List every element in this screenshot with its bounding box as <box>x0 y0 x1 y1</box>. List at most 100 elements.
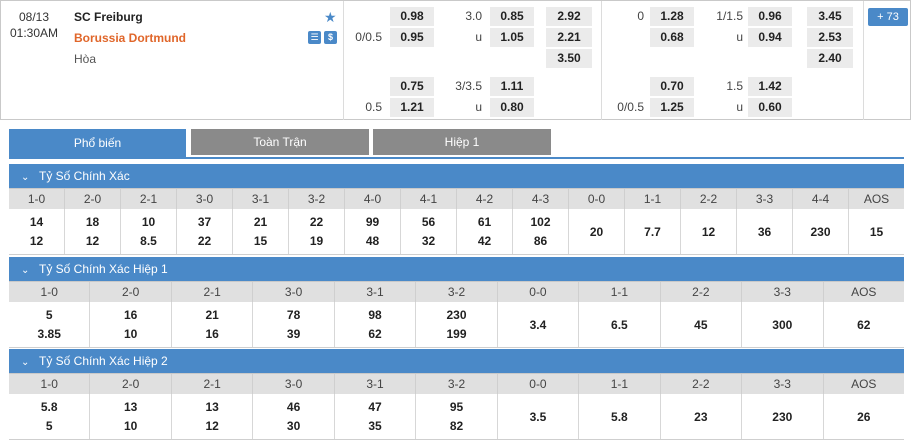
odds-value[interactable]: 13 <box>205 399 219 414</box>
odds-value[interactable]: 78 <box>286 307 301 322</box>
ht-home-odds[interactable]: 1.28 <box>650 7 694 26</box>
correct-score-first-half-header[interactable]: ⌄ Tỷ Số Chính Xác Hiệp 1 <box>9 257 904 281</box>
odds-value[interactable]: 21 <box>205 307 219 322</box>
tv-icon[interactable]: ☰ <box>308 31 321 44</box>
odds-value[interactable]: 82 <box>449 419 464 434</box>
odds-value[interactable]: 300 <box>772 317 793 332</box>
ft-1x2-away[interactable]: 2.21 <box>546 28 592 47</box>
home-team-name[interactable]: SC Freiburg <box>74 10 143 24</box>
ft-under-odds[interactable]: 1.05 <box>490 28 534 47</box>
odds-value[interactable]: 230 <box>810 224 831 239</box>
ft-under-odds-2[interactable]: 0.80 <box>490 98 534 117</box>
odds-value[interactable]: 13 <box>124 399 138 414</box>
ft-home-odds[interactable]: 0.98 <box>390 7 434 26</box>
ht-1x2-draw[interactable]: 2.40 <box>807 49 853 68</box>
odds-value[interactable]: 199 <box>446 327 467 342</box>
tab-popular[interactable]: Phổ biến <box>9 129 186 159</box>
odds-value[interactable]: 95 <box>449 399 464 414</box>
odds-value[interactable]: 22 <box>309 214 324 229</box>
odds-value[interactable]: 14 <box>29 214 44 229</box>
chevron-down-icon[interactable]: ⌄ <box>21 265 30 276</box>
odds-value[interactable]: 8.5 <box>140 234 157 249</box>
odds-value[interactable]: 32 <box>421 234 436 249</box>
odds-value[interactable]: 23 <box>694 409 708 424</box>
odds-value[interactable]: 37 <box>197 214 212 229</box>
ht-over-odds[interactable]: 0.96 <box>748 7 792 26</box>
score-header-row: 1-0 2-0 2-1 3-0 3-1 3-2 4-0 4-1 4-2 4-3 0-0 1-1 2-2 3… <box>9 188 904 209</box>
odds-value[interactable]: 26 <box>857 409 871 424</box>
odds-value[interactable]: 56 <box>421 214 436 229</box>
odds-value[interactable]: 62 <box>368 327 382 342</box>
odds-value[interactable]: 12 <box>29 234 44 249</box>
odds-value[interactable]: 35 <box>368 419 382 434</box>
odds-value[interactable]: 98 <box>368 307 382 322</box>
odds-value[interactable]: 230 <box>446 307 467 322</box>
score-label: 3-2 <box>416 282 498 302</box>
odds-value[interactable]: 19 <box>309 234 324 249</box>
odds-value[interactable]: 39 <box>286 327 301 342</box>
odds-value[interactable]: 48 <box>365 234 380 249</box>
tab-first-half[interactable]: Hiệp 1 <box>373 129 551 155</box>
odds-value[interactable]: 12 <box>701 224 716 239</box>
ht-under-odds-2[interactable]: 0.60 <box>748 98 792 117</box>
ft-1x2-home[interactable]: 2.92 <box>546 7 592 26</box>
odds-value[interactable]: 102 <box>530 214 551 229</box>
correct-score-header[interactable]: ⌄ Tỷ Số Chính Xác <box>9 164 904 188</box>
odds-value[interactable]: 15 <box>253 234 268 249</box>
ht-1x2-away[interactable]: 2.53 <box>807 28 853 47</box>
odds-value[interactable]: 5.8 <box>611 409 628 424</box>
odds-value[interactable]: 16 <box>124 307 138 322</box>
ft-over-odds[interactable]: 0.85 <box>490 7 534 26</box>
ht-1x2-home[interactable]: 3.45 <box>807 7 853 26</box>
ht-home-odds-2[interactable]: 0.70 <box>650 77 694 96</box>
odds-value[interactable]: 47 <box>368 399 382 414</box>
tab-full-match[interactable]: Toàn Trận <box>191 129 369 155</box>
odds-value[interactable]: 46 <box>286 399 301 414</box>
ft-home-odds-2[interactable]: 0.75 <box>390 77 434 96</box>
odds-value[interactable]: 16 <box>205 327 219 342</box>
ft-1x2-draw[interactable]: 3.50 <box>546 49 592 68</box>
odds-value[interactable]: 86 <box>533 234 548 249</box>
ht-under-odds[interactable]: 0.94 <box>748 28 792 47</box>
away-team-name[interactable]: Borussia Dortmund <box>74 31 187 45</box>
ht-over-odds-2[interactable]: 1.42 <box>748 77 792 96</box>
odds-value[interactable]: 5.8 <box>40 399 58 414</box>
odds-value[interactable]: 7.7 <box>644 224 661 239</box>
odds-value[interactable]: 3.5 <box>529 409 547 424</box>
odds-value[interactable]: 6.5 <box>611 317 628 332</box>
money-icon[interactable]: $ <box>324 31 337 44</box>
odds-cell: 102 86 <box>513 209 569 254</box>
odds-value[interactable]: 3.4 <box>529 317 547 332</box>
ft-away-odds[interactable]: 0.95 <box>390 28 434 47</box>
odds-value[interactable]: 5 <box>45 419 53 434</box>
ht-away-odds[interactable]: 0.68 <box>650 28 694 47</box>
ft-away-odds-2[interactable]: 1.21 <box>390 98 434 117</box>
odds-value[interactable]: 230 <box>772 409 793 424</box>
odds-value[interactable]: 30 <box>286 419 301 434</box>
odds-value[interactable]: 21 <box>253 214 268 229</box>
chevron-down-icon[interactable]: ⌄ <box>21 357 30 368</box>
favorite-star-icon[interactable]: ★ <box>324 9 337 25</box>
odds-value[interactable]: 5 <box>45 307 53 322</box>
odds-value[interactable]: 12 <box>205 419 219 434</box>
odds-value[interactable]: 99 <box>365 214 380 229</box>
odds-value[interactable]: 10 <box>124 419 138 434</box>
chevron-down-icon[interactable]: ⌄ <box>21 172 30 183</box>
odds-value[interactable]: 61 <box>477 214 492 229</box>
odds-value[interactable]: 62 <box>857 317 871 332</box>
odds-value[interactable]: 36 <box>757 224 772 239</box>
ft-over-odds-2[interactable]: 1.11 <box>490 77 534 96</box>
odds-value[interactable]: 18 <box>85 214 100 229</box>
odds-value[interactable]: 42 <box>477 234 492 249</box>
odds-value[interactable]: 3.85 <box>37 327 61 342</box>
correct-score-second-half-header[interactable]: ⌄ Tỷ Số Chính Xác Hiệp 2 <box>9 349 904 373</box>
odds-value[interactable]: 45 <box>694 317 708 332</box>
ht-away-odds-2[interactable]: 1.25 <box>650 98 694 117</box>
odds-value[interactable]: 22 <box>197 234 212 249</box>
odds-value[interactable]: 10 <box>141 214 156 229</box>
more-markets-button[interactable]: + 73 <box>868 8 908 26</box>
odds-value[interactable]: 15 <box>869 224 884 239</box>
odds-value[interactable]: 10 <box>124 327 138 342</box>
odds-value[interactable]: 20 <box>589 224 604 239</box>
odds-value[interactable]: 12 <box>85 234 100 249</box>
